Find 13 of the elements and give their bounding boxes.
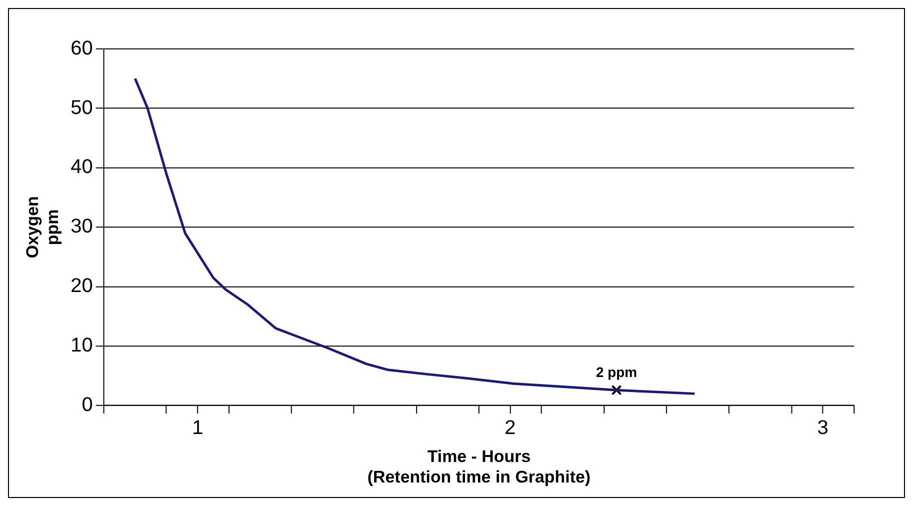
y-tick-label: 0 [82, 394, 93, 416]
x-axis-title: Time - Hours (Retention time in Graphite) [367, 447, 591, 487]
y-axis-title: Oxygen ppm [22, 196, 62, 258]
y-tick-label: 60 [70, 37, 93, 60]
x-tick-label: 3 [817, 416, 828, 439]
y-tick-label: 30 [70, 216, 93, 238]
y-tick-label: 10 [70, 334, 93, 357]
y-tick-label: 40 [70, 156, 93, 178]
x-tick-label: 2 [504, 416, 516, 439]
annotation: 2 ppm [596, 364, 638, 380]
x-tick-label: 1 [192, 416, 204, 439]
y-tick-label: 20 [70, 275, 93, 298]
y-tick-label: 50 [70, 96, 93, 119]
